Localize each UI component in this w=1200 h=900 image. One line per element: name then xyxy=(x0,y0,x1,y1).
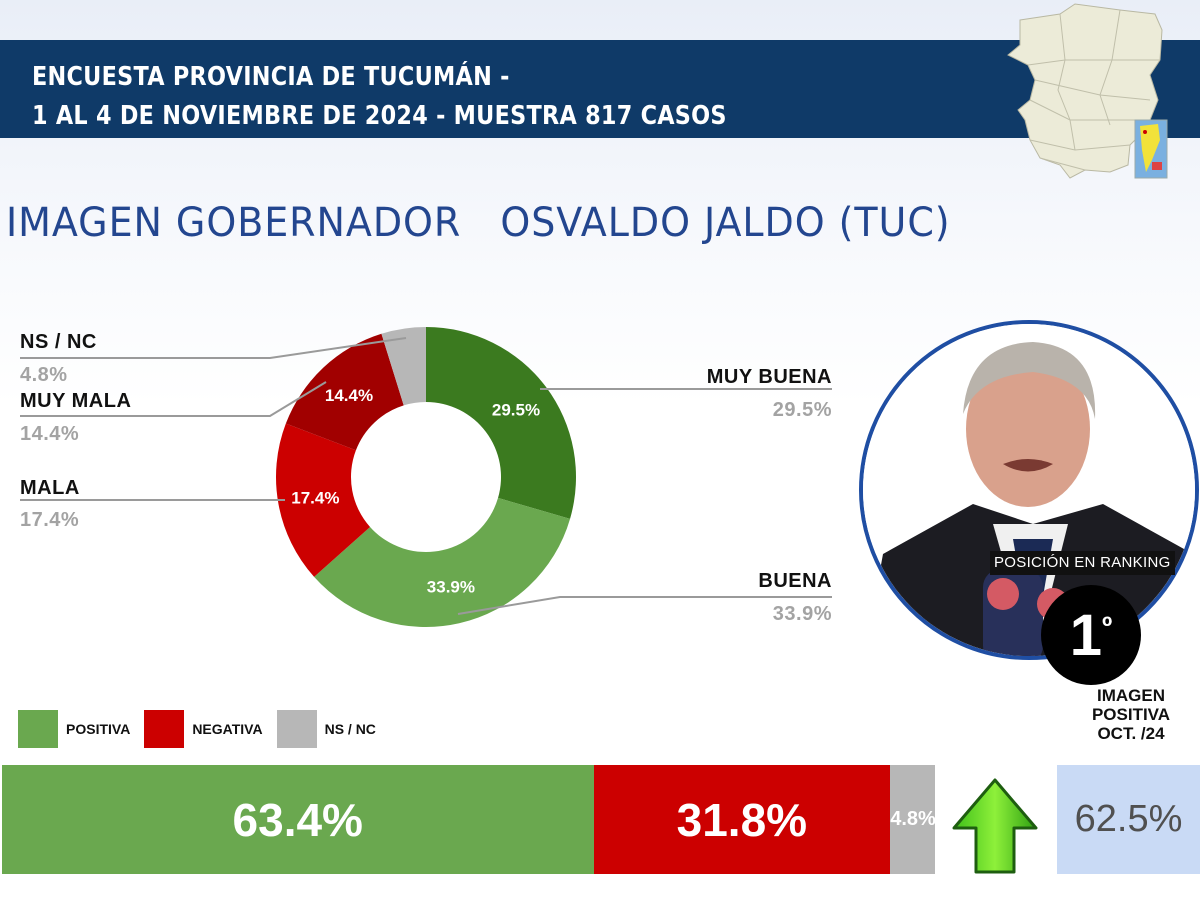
portrait-illustration xyxy=(863,324,1195,656)
legend-swatch-ns-nc xyxy=(276,710,317,748)
previous-label-line3: OCT. /24 xyxy=(1097,724,1165,743)
donut-slice xyxy=(426,327,576,519)
survey-header-line2: 1 AL 4 DE NOVIEMBRE DE 2024 - MUESTRA 81… xyxy=(32,101,727,131)
callout-label-mala: MALA xyxy=(20,477,80,499)
callout-value-muy-buena: 29.5% xyxy=(772,399,832,421)
previous-label-line2: POSITIVA xyxy=(1091,705,1171,724)
donut-slice xyxy=(275,423,371,577)
donut-slice xyxy=(381,327,426,406)
chart-title: IMAGEN GOBERNADOR OSVALDO JALDO (TUC) xyxy=(6,200,951,246)
ranking-position: 1 xyxy=(1069,602,1103,668)
donut-slice xyxy=(314,497,571,627)
legend-label-positiva: POSITIVA xyxy=(66,721,131,737)
donut-slice xyxy=(285,333,404,451)
survey-header: ENCUESTA PROVINCIA DE TUCUMÁN - 1 AL 4 D… xyxy=(32,58,727,136)
bar-segment-ns-nc: 4.8% xyxy=(890,765,935,874)
header-band xyxy=(0,40,1200,138)
legend-swatch-positiva xyxy=(18,710,58,748)
survey-header-line1: ENCUESTA PROVINCIA DE TUCUMÁN - xyxy=(32,62,510,92)
previous-label-line1: IMAGEN xyxy=(1097,686,1165,705)
donut-slice-label: 29.5% xyxy=(492,400,540,419)
summary-stacked-bar: 63.4% 31.8% 4.8% xyxy=(2,765,935,874)
callout-value-muy-mala: 14.4% xyxy=(20,423,80,445)
callout-value-mala: 17.4% xyxy=(20,509,80,531)
bar-segment-negativa: 31.8% xyxy=(593,765,891,874)
legend-label-ns-nc: NS / NC xyxy=(324,721,376,737)
tucuman-province-map-icon xyxy=(1007,3,1168,179)
governor-portrait xyxy=(859,320,1199,660)
previous-positive-label: IMAGEN POSITIVA OCT. /24 xyxy=(1068,686,1194,743)
ranking-label: POSICIÓN EN RANKING xyxy=(990,551,1175,575)
legend-swatch-negativa xyxy=(144,710,185,748)
callout-value-ns-nc: 4.8% xyxy=(20,364,68,386)
callout-label-muy-buena: MUY BUENA xyxy=(706,366,832,388)
bar-segment-positiva: 63.4% xyxy=(2,765,594,874)
ranking-suffix: º xyxy=(1102,611,1113,642)
callout-label-ns-nc: NS / NC xyxy=(20,331,97,353)
donut-slice-label: 33.9% xyxy=(427,578,475,597)
previous-positive-value: 62.5% xyxy=(1057,765,1200,874)
callout-value-buena: 33.9% xyxy=(772,603,832,625)
callout-label-buena: BUENA xyxy=(758,570,832,592)
callout-label-muy-mala: MUY MALA xyxy=(20,390,132,412)
legend: POSITIVA NEGATIVA NS / NC xyxy=(18,710,386,748)
up-arrow-icon xyxy=(952,778,1038,874)
donut-slice-label: 14.4% xyxy=(325,386,373,405)
legend-label-negativa: NEGATIVA xyxy=(192,721,263,737)
donut-slice-label: 17.4% xyxy=(291,488,339,507)
